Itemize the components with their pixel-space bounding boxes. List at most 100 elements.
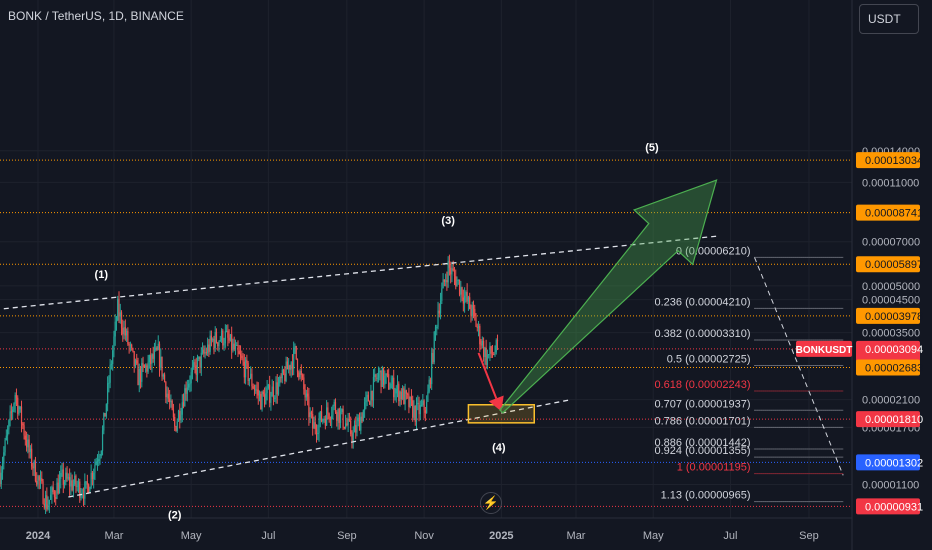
candle-body bbox=[326, 407, 328, 426]
candle-body bbox=[251, 373, 253, 387]
x-tick-label: Sep bbox=[799, 530, 819, 542]
x-tick-label: 2024 bbox=[26, 530, 51, 542]
wave-label: (1) bbox=[95, 269, 109, 281]
candle-body bbox=[38, 476, 40, 481]
currency-button[interactable]: USDT bbox=[859, 4, 919, 34]
candle-body bbox=[290, 362, 292, 370]
x-tick-label: 2025 bbox=[489, 530, 513, 542]
candle-body bbox=[112, 350, 114, 364]
candle-body bbox=[48, 499, 50, 505]
candle-body bbox=[143, 365, 145, 368]
candle-body bbox=[125, 330, 128, 336]
candle-body bbox=[362, 410, 364, 422]
candle-body bbox=[432, 352, 434, 363]
candle-body bbox=[203, 349, 205, 354]
candle-body bbox=[201, 349, 204, 353]
candle-body bbox=[352, 432, 354, 441]
candle-body bbox=[199, 356, 201, 368]
candle-body bbox=[246, 359, 248, 364]
price-level-tag-label: 0.00008741 bbox=[865, 208, 923, 220]
price-level-tag bbox=[856, 256, 920, 273]
candle-body bbox=[188, 383, 190, 388]
candle-body bbox=[241, 355, 243, 359]
candle-body bbox=[351, 433, 353, 441]
candle-body bbox=[367, 394, 369, 402]
candle-body bbox=[458, 279, 461, 295]
candle-body bbox=[361, 416, 363, 422]
candle-body bbox=[57, 482, 59, 494]
candle-body bbox=[374, 374, 376, 377]
candle-body bbox=[186, 387, 188, 394]
price-level-tag-label: 0.00002683 bbox=[865, 363, 923, 375]
candle-body bbox=[433, 331, 435, 363]
candle-body bbox=[284, 373, 286, 382]
price-level-tag bbox=[856, 204, 920, 221]
candle-body bbox=[244, 359, 247, 378]
candle-body bbox=[218, 341, 220, 347]
candle-body bbox=[276, 382, 278, 395]
candle-body bbox=[160, 356, 162, 368]
candle-body bbox=[174, 416, 176, 427]
lightning-bolt-icon[interactable]: ⚡ bbox=[480, 492, 502, 514]
candle-body bbox=[238, 351, 240, 355]
candle-body bbox=[350, 420, 352, 434]
candle-body bbox=[15, 395, 18, 398]
candle-body bbox=[404, 390, 406, 405]
candle-body bbox=[24, 435, 26, 440]
candle-body bbox=[107, 383, 109, 405]
candle-body bbox=[22, 423, 24, 426]
candle-body bbox=[377, 372, 380, 378]
candle-body bbox=[408, 394, 410, 407]
candle-body bbox=[55, 497, 57, 499]
candle-body bbox=[184, 388, 186, 407]
candle-body bbox=[261, 391, 263, 410]
candle-body bbox=[52, 487, 54, 492]
candle-body bbox=[376, 377, 378, 379]
candle-body bbox=[56, 482, 58, 499]
candle-body bbox=[275, 382, 277, 398]
candle-body bbox=[44, 495, 47, 508]
candle-body bbox=[117, 299, 119, 321]
candle-body bbox=[172, 409, 175, 417]
fib-level-label: 1.13 (0.00000965) bbox=[661, 490, 751, 502]
candle-body bbox=[217, 342, 219, 347]
candle-body bbox=[429, 379, 432, 385]
candle-body bbox=[401, 388, 404, 400]
candle-body bbox=[108, 382, 110, 384]
candle-body bbox=[152, 354, 154, 359]
candle-body bbox=[494, 352, 496, 355]
candle-body bbox=[332, 406, 334, 416]
candle-body bbox=[331, 415, 333, 420]
x-tick-label: May bbox=[181, 530, 202, 542]
fib-level-label: 0.707 (0.00001937) bbox=[654, 398, 750, 410]
candle-body bbox=[318, 420, 320, 434]
candle-body bbox=[41, 478, 43, 482]
x-tick-label: May bbox=[643, 530, 664, 542]
candle-body bbox=[407, 393, 409, 395]
candle-body bbox=[177, 410, 180, 422]
candle-body bbox=[28, 439, 30, 452]
candle-body bbox=[182, 402, 185, 407]
candle-body bbox=[212, 338, 214, 341]
candle-body bbox=[118, 299, 120, 317]
candle-body bbox=[483, 341, 485, 358]
y-tick-label: 0.00011000 bbox=[862, 177, 919, 189]
candle-body bbox=[10, 411, 12, 413]
candle-body bbox=[293, 347, 295, 369]
price-level-tag bbox=[856, 152, 920, 169]
fib-level-label: 0.618 (0.00002243) bbox=[654, 379, 750, 391]
candle-body bbox=[412, 400, 414, 418]
candle-body bbox=[271, 386, 273, 397]
candle-body bbox=[128, 344, 130, 346]
candle-body bbox=[89, 487, 91, 493]
candle-body bbox=[476, 326, 478, 328]
candle-body bbox=[394, 393, 396, 398]
candle-body bbox=[348, 419, 351, 421]
candle-body bbox=[436, 326, 438, 328]
candle-body bbox=[72, 484, 75, 491]
candle-body bbox=[53, 491, 56, 498]
candle-body bbox=[405, 390, 407, 394]
candle-body bbox=[209, 335, 211, 352]
candle-body bbox=[191, 367, 194, 373]
